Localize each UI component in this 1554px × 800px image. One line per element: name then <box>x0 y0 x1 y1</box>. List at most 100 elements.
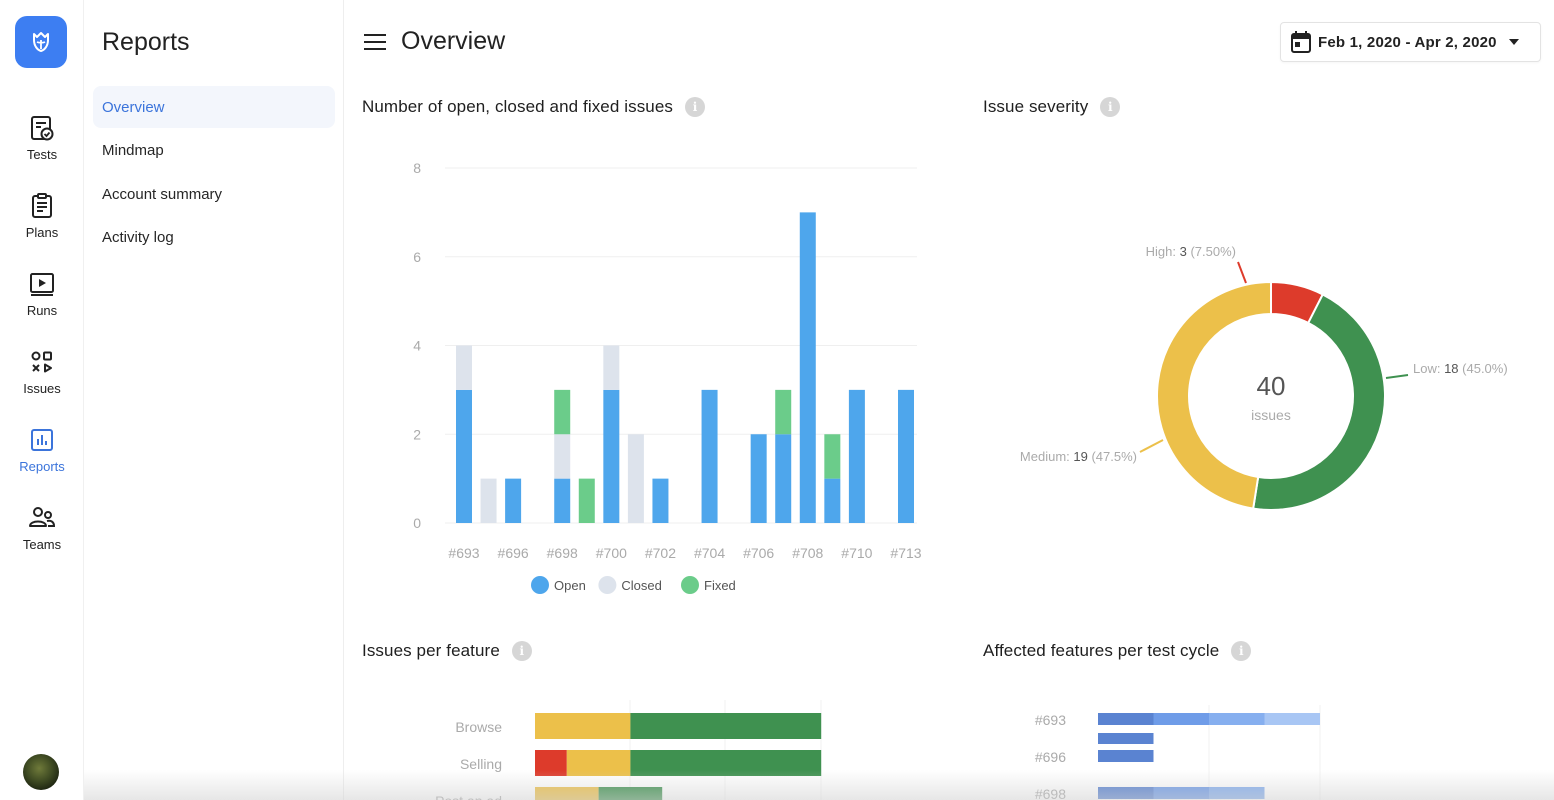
y-tick-label: 2 <box>413 426 421 442</box>
cycle-bar <box>1209 787 1265 799</box>
bar-open <box>775 434 792 523</box>
cycle-bar <box>1098 787 1154 799</box>
slice-label: High: 3 (7.50%) <box>1146 244 1236 259</box>
severity-heading: Issue severity i <box>983 97 1121 117</box>
donut-center-value: 40 <box>1257 371 1286 401</box>
per-cycle-heading: Affected features per test cycle i <box>983 641 1252 661</box>
cycle-label: #698 <box>1035 786 1066 800</box>
x-tick-label: #706 <box>743 545 774 561</box>
slice-label: Low: 18 (45.0%) <box>1413 361 1508 376</box>
bar-fixed <box>578 478 595 523</box>
bar-closed <box>554 434 571 479</box>
y-tick-label: 6 <box>413 249 421 265</box>
bar-open <box>456 389 472 523</box>
plans-icon <box>32 193 52 218</box>
cycle-bar <box>1098 750 1154 762</box>
main-content: Overview Feb 1, 2020 - Apr 2, 2020 Numbe… <box>345 0 1554 800</box>
bar-open <box>652 478 669 523</box>
logo-icon <box>33 32 49 52</box>
bar-open <box>898 389 914 523</box>
bar-fixed <box>775 389 792 435</box>
bar-closed <box>627 434 644 523</box>
rail-item-teams[interactable]: Teams <box>0 504 84 552</box>
bar-open <box>701 389 718 523</box>
rail-item-issues[interactable]: Issues <box>0 348 84 396</box>
info-icon[interactable]: i <box>1231 641 1252 661</box>
menu-toggle-icon[interactable] <box>364 34 386 52</box>
x-tick-label: #704 <box>694 545 725 561</box>
bar-closed <box>456 345 472 390</box>
reports-subnav: Reports Overview Mindmap Account summary… <box>84 0 344 800</box>
feature-bar <box>535 750 567 776</box>
bar-closed <box>480 478 497 523</box>
charts-canvas: 0 2 4 6 8 #693 #696 #698 #700 #702 #704 #706 #708 #71… <box>413 160 1508 800</box>
rail-label: Plans <box>25 225 59 240</box>
rail-label: Tests <box>26 147 58 162</box>
feature-bar <box>630 750 822 776</box>
legend-swatch <box>598 576 617 594</box>
cycle-bar <box>1098 733 1154 744</box>
x-tick-label: #710 <box>841 545 872 561</box>
rail-item-tests[interactable]: Tests <box>0 114 84 162</box>
cycle-bar <box>1209 713 1265 725</box>
info-icon[interactable]: i <box>1100 97 1121 117</box>
calendar-icon <box>1291 31 1311 53</box>
subnav-item-overview[interactable]: Overview <box>93 86 335 128</box>
cycle-label: #696 <box>1035 749 1066 765</box>
legend-swatch <box>531 576 549 594</box>
cycle-bar <box>1153 713 1209 725</box>
legend-label: Open <box>554 578 586 593</box>
user-avatar[interactable] <box>23 754 59 790</box>
cycle-bar <box>1153 787 1209 799</box>
rail-item-plans[interactable]: Plans <box>0 192 84 240</box>
bar-open <box>750 434 767 523</box>
bar-closed <box>603 345 620 390</box>
bar-fixed <box>554 389 571 435</box>
runs-icon <box>30 273 54 296</box>
x-tick-label: #693 <box>448 545 479 561</box>
subnav-item-activity-log[interactable]: Activity log <box>102 228 174 246</box>
info-icon[interactable]: i <box>511 641 532 661</box>
teams-icon <box>29 507 56 527</box>
chevron-down-icon <box>1508 39 1519 45</box>
info-icon[interactable]: i <box>685 97 706 117</box>
y-tick-label: 0 <box>413 515 421 531</box>
x-tick-label: #713 <box>890 545 921 561</box>
subnav-item-account-summary[interactable]: Account summary <box>102 185 223 203</box>
subnav-item-mindmap[interactable]: Mindmap <box>102 141 164 159</box>
y-tick-label: 4 <box>413 338 421 354</box>
rail-item-runs[interactable]: Runs <box>0 270 84 318</box>
icon-rail: Tests Plans Runs <box>0 0 84 800</box>
leader-line <box>1139 439 1164 453</box>
subnav-title: Reports <box>102 28 190 56</box>
rail-item-reports[interactable]: Reports <box>0 426 84 474</box>
legend-label: Closed <box>621 578 661 593</box>
date-range-text: Feb 1, 2020 - Apr 2, 2020 <box>1318 33 1497 51</box>
donut-slice-medium <box>1156 280 1272 510</box>
per-cycle-title: Affected features per test cycle <box>983 641 1220 660</box>
app-logo[interactable] <box>15 16 67 68</box>
x-tick-label: #700 <box>596 545 627 561</box>
cycle-bar <box>1098 713 1154 725</box>
tests-icon <box>31 116 54 141</box>
feature-bar <box>535 713 631 739</box>
date-range-picker[interactable]: Feb 1, 2020 - Apr 2, 2020 <box>1280 22 1541 62</box>
reports-icon <box>31 429 53 451</box>
leader-line <box>1237 261 1247 284</box>
x-tick-label: #708 <box>792 545 823 561</box>
slice-label: Medium: 19 (47.5%) <box>1020 449 1137 464</box>
y-tick-label: 8 <box>413 160 421 176</box>
feature-bar <box>566 750 631 776</box>
cycle-bar <box>1264 713 1320 725</box>
donut-center-label: issues <box>1251 407 1291 423</box>
x-tick-label: #698 <box>547 545 578 561</box>
feature-bar <box>630 713 822 739</box>
feature-label: Selling <box>460 756 502 772</box>
bar-open <box>824 478 841 523</box>
legend-swatch <box>681 576 699 594</box>
issues-chart-heading: Number of open, closed and fixed issues … <box>362 97 706 117</box>
issues-chart-title: Number of open, closed and fixed issues <box>362 97 674 116</box>
rail-label: Issues <box>23 381 61 396</box>
feature-label: Browse <box>455 719 502 735</box>
